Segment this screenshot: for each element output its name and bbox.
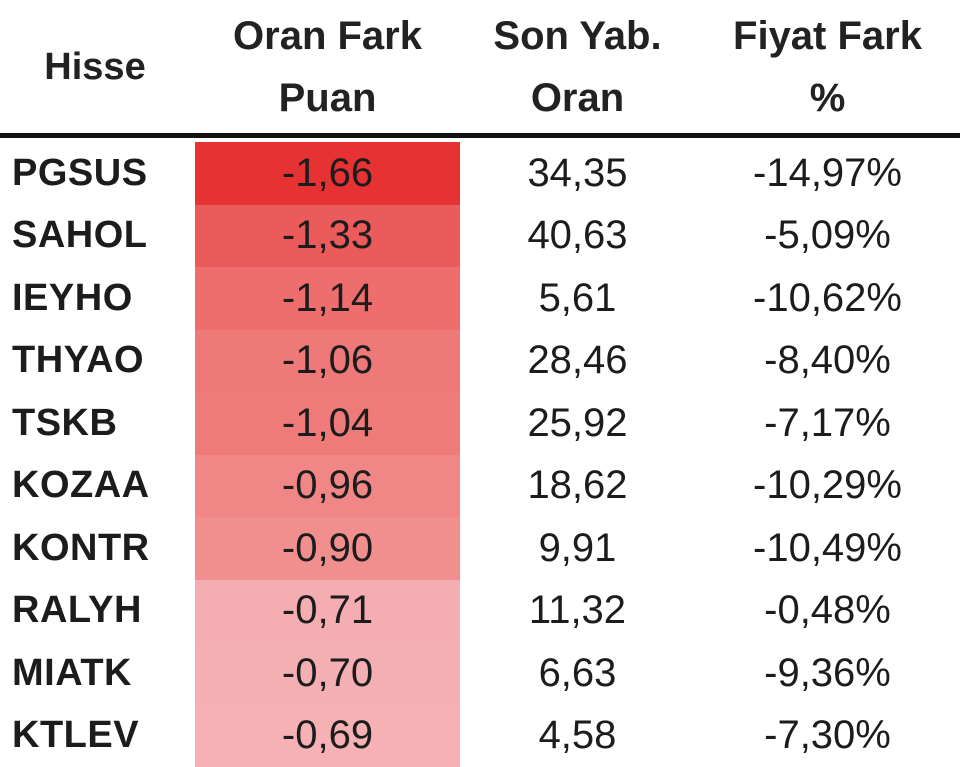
stock-cell: KTLEV [12, 714, 140, 757]
last-ratio-cell: 11,32 [528, 588, 627, 633]
header-last-foreign-ratio: Son Yab. Oran [460, 0, 695, 133]
price-diff-cell: -10,49% [753, 525, 902, 570]
stock-cell: KOZAA [12, 464, 150, 507]
ratio-diff-cell: -0,71 [195, 579, 460, 642]
table-row: KOZAA -0,96 18,62 -10,29% [0, 454, 960, 517]
table-row: IEYHO -1,14 5,61 -10,62% [0, 267, 960, 330]
header-stock-label: Hisse [44, 45, 146, 88]
table-row: KTLEV -0,69 4,58 -7,30% [0, 704, 960, 767]
last-ratio-cell: 6,63 [538, 650, 617, 695]
last-ratio-cell: 25,92 [527, 400, 628, 445]
ratio-diff-cell: -0,96 [195, 454, 460, 517]
header-last-ratio-line1: Son Yab. [493, 13, 662, 58]
price-diff-cell: -5,09% [764, 213, 891, 258]
stock-cell: TSKB [12, 401, 118, 444]
price-diff-cell: -7,30% [764, 713, 891, 758]
stock-cell: KONTR [12, 526, 150, 569]
last-ratio-cell: 4,58 [538, 713, 617, 758]
header-stock: Hisse [0, 0, 190, 133]
header-ratio-diff-line1: Oran Fark [233, 13, 422, 58]
stock-cell: PGSUS [12, 151, 148, 194]
price-diff-cell: -10,29% [753, 463, 902, 508]
price-diff-cell: -14,97% [753, 150, 902, 195]
table-row: PGSUS -1,66 34,35 -14,97% [0, 142, 960, 205]
table-body: PGSUS -1,66 34,35 -14,97% SAHOL -1,33 40,63 -5,… [0, 142, 960, 767]
header-price-diff-line2: % [809, 75, 846, 120]
ratio-diff-cell: -1,66 [195, 142, 460, 205]
table-header: Hisse Oran Fark Puan Son Yab. Oran Fiyat… [0, 0, 960, 138]
stock-cell: RALYH [12, 589, 142, 632]
price-diff-cell: -0,48% [764, 588, 891, 633]
last-ratio-cell: 5,61 [538, 275, 617, 320]
header-ratio-diff-line2: Puan [278, 75, 377, 120]
last-ratio-cell: 28,46 [527, 338, 628, 383]
price-diff-cell: -9,36% [764, 650, 891, 695]
last-ratio-cell: 34,35 [527, 150, 628, 195]
header-ratio-diff: Oran Fark Puan [195, 0, 460, 133]
price-diff-cell: -8,40% [764, 338, 891, 383]
stock-cell: SAHOL [12, 214, 148, 257]
table-row: MIATK -0,70 6,63 -9,36% [0, 642, 960, 705]
table-row: KONTR -0,90 9,91 -10,49% [0, 517, 960, 580]
stock-cell: THYAO [12, 339, 145, 382]
price-diff-cell: -7,17% [764, 400, 891, 445]
table-row: TSKB -1,04 25,92 -7,17% [0, 392, 960, 455]
ratio-diff-cell: -0,90 [195, 517, 460, 580]
ratio-diff-cell: -1,33 [195, 204, 460, 267]
last-ratio-cell: 40,63 [527, 213, 628, 258]
ratio-diff-cell: -0,69 [195, 704, 460, 767]
header-price-diff: Fiyat Fark % [695, 0, 960, 133]
table-row: RALYH -0,71 11,32 -0,48% [0, 579, 960, 642]
stock-cell: IEYHO [12, 276, 133, 319]
ratio-diff-cell: -1,04 [195, 392, 460, 455]
ratio-diff-cell: -1,06 [195, 329, 460, 392]
last-ratio-cell: 9,91 [538, 525, 617, 570]
ratio-diff-cell: -1,14 [195, 267, 460, 330]
last-ratio-cell: 18,62 [527, 463, 628, 508]
ratio-diff-cell: -0,70 [195, 642, 460, 705]
stock-cell: MIATK [12, 651, 132, 694]
table-row: SAHOL -1,33 40,63 -5,09% [0, 204, 960, 267]
header-last-ratio-line2: Oran [530, 75, 625, 120]
table-row: THYAO -1,06 28,46 -8,40% [0, 329, 960, 392]
header-price-diff-line1: Fiyat Fark [733, 13, 922, 58]
price-diff-cell: -10,62% [753, 275, 902, 320]
